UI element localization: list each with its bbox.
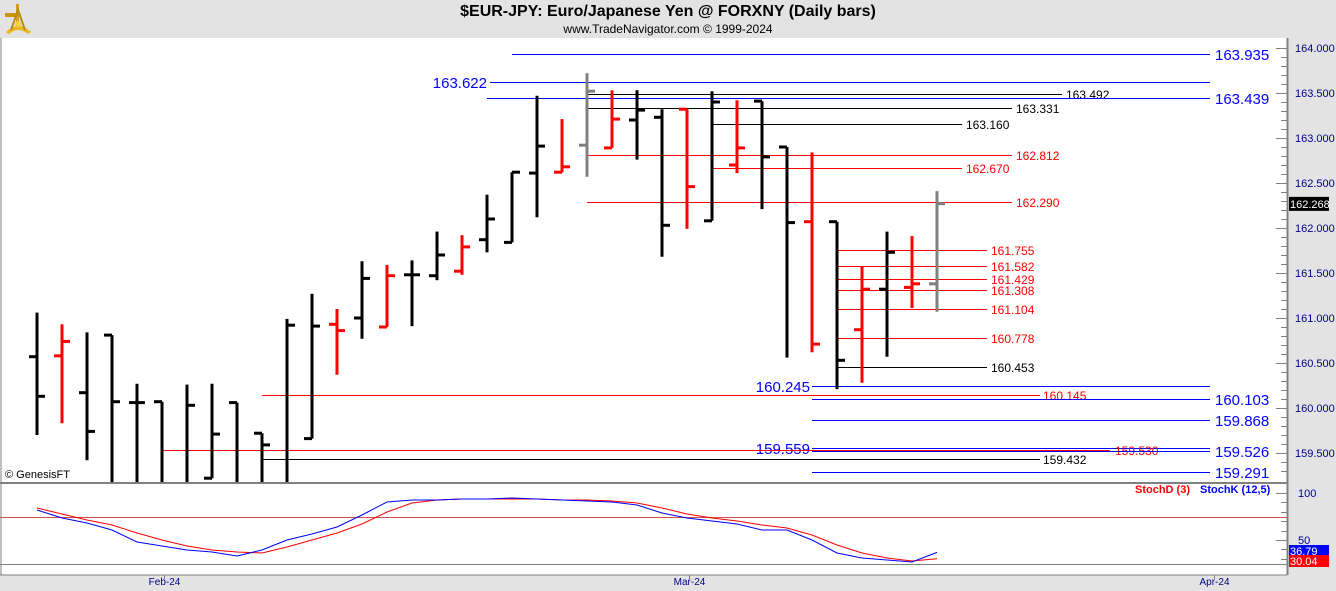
ohlc-bar	[104, 333, 120, 482]
ohlc-bar	[454, 235, 470, 275]
axes: 164.000 163.500 163.000 162.500 162.000 161.5…	[0, 38, 1336, 591]
ohlc-bar	[804, 152, 820, 353]
ohlc-bar	[529, 95, 545, 218]
level-label: 159.559	[756, 441, 810, 458]
stoch-tick-label: 50	[1298, 535, 1310, 547]
legend-stochd: StochD (3)	[1135, 484, 1190, 496]
ohlc-bar	[754, 99, 770, 210]
ohlc-bar	[704, 91, 720, 223]
ohlc-bar	[304, 293, 320, 441]
level-label: 161.308	[991, 284, 1035, 298]
stoch-tick-label: 100	[1298, 488, 1316, 500]
ohlc-bar	[154, 400, 164, 482]
price-tick-label: 161.500	[1295, 268, 1335, 280]
price-tick-label: 160.000	[1295, 403, 1335, 415]
ohlc-bar	[204, 383, 220, 480]
chart-header: $EUR-JPY: Euro/Japanese Yen @ FORXNY (Da…	[0, 0, 1336, 38]
level-label: 159.432	[1043, 453, 1087, 467]
stochd-value-marker	[1289, 555, 1329, 567]
level-label: 162.670	[966, 162, 1010, 176]
price-tick-label: 164.000	[1295, 43, 1335, 55]
level-label: 163.935	[1215, 47, 1269, 64]
level-label: 163.160	[966, 118, 1010, 132]
time-axis-background	[0, 575, 1336, 591]
ohlc-bar	[404, 260, 420, 327]
sextant-logo-icon	[2, 2, 34, 41]
time-tick-label: Mar-24	[674, 577, 706, 588]
ohlc-bar	[185, 384, 195, 482]
price-tick-label: 163.000	[1295, 133, 1335, 145]
level-label: 159.530	[1115, 444, 1159, 458]
level-label: 160.778	[991, 332, 1035, 346]
stochastic-panel	[0, 497, 1287, 565]
stochd-value-label: 30.04	[1290, 556, 1318, 568]
chart-title: $EUR-JPY: Euro/Japanese Yen @ FORXNY (Da…	[460, 3, 876, 20]
ohlc-bar	[579, 73, 595, 177]
ohlc-bar	[129, 383, 145, 482]
price-tick-label: 160.500	[1295, 358, 1335, 370]
level-label: 160.145	[1043, 389, 1087, 403]
ohlc-bar	[354, 261, 370, 339]
level-label: 163.331	[1016, 102, 1060, 116]
level-label: 159.291	[1215, 465, 1269, 482]
level-label: 160.245	[756, 379, 810, 396]
ohlc-bar	[79, 332, 95, 461]
ohlc-bar	[54, 324, 70, 424]
ohlc-bar	[904, 236, 920, 309]
last-price-label: 162.268	[1290, 199, 1330, 211]
level-label: 159.868	[1215, 413, 1269, 430]
time-tick-label: Apr-24	[1199, 577, 1229, 588]
price-tick-label: 161.000	[1295, 313, 1335, 325]
last-price-marker	[1289, 196, 1329, 211]
ohlc-bar	[554, 119, 570, 174]
ohlc-bar	[29, 312, 45, 435]
ohlc-bar	[285, 318, 295, 482]
price-tick-label: 163.500	[1295, 88, 1335, 100]
stoch-line	[36, 497, 938, 563]
level-label: 159.526	[1215, 444, 1269, 461]
level-label: 162.290	[1016, 196, 1060, 210]
level-label: 160.103	[1215, 392, 1269, 409]
ohlc-bar	[679, 107, 695, 229]
level-label: 161.755	[991, 244, 1035, 258]
ohlc-bar	[829, 220, 845, 390]
ohlc-bar	[254, 431, 270, 482]
ohlc-bar	[229, 401, 239, 482]
ohlc-bar	[654, 109, 670, 257]
ohlc-bar	[879, 231, 895, 357]
price-panel: 163.935 163.622 163.492 163.439 163.331 163.1…	[29, 47, 1269, 482]
level-label: 161.429	[991, 273, 1035, 287]
legend-stochk: StochK (12,5)	[1200, 484, 1271, 496]
ohlc-bar	[379, 264, 395, 329]
level-label: 163.439	[1215, 91, 1269, 108]
ohlc-bar	[329, 309, 345, 375]
ohlc-bar	[854, 266, 870, 383]
ohlc-bar	[504, 170, 520, 244]
chart-subtitle: www.TradeNavigator.com © 1999-2024	[563, 22, 773, 36]
ohlc-bar	[629, 90, 645, 160]
plot-background	[0, 38, 1287, 575]
ohlc-bar	[929, 191, 945, 312]
level-label: 163.492	[1066, 88, 1110, 102]
time-tick-label: Feb-24	[149, 577, 181, 588]
price-axis-background	[1288, 38, 1336, 591]
price-tick-label: 162.500	[1295, 178, 1335, 190]
ohlc-bar	[479, 194, 495, 253]
ohlc-bar	[779, 145, 795, 358]
level-label: 163.622	[433, 75, 487, 92]
level-label: 161.582	[991, 260, 1035, 274]
level-label: 161.104	[991, 303, 1035, 317]
price-tick-label: 162.000	[1295, 223, 1335, 235]
ohlc-bar	[604, 90, 620, 150]
stochk-value-marker	[1289, 545, 1329, 556]
watermark: © GenesisFT	[5, 469, 70, 481]
price-tick-label: 159.500	[1295, 448, 1335, 460]
level-label: 162.812	[1016, 149, 1060, 163]
level-label: 160.453	[991, 361, 1035, 375]
ohlc-bar	[429, 231, 445, 281]
ohlc-bar	[729, 100, 745, 174]
